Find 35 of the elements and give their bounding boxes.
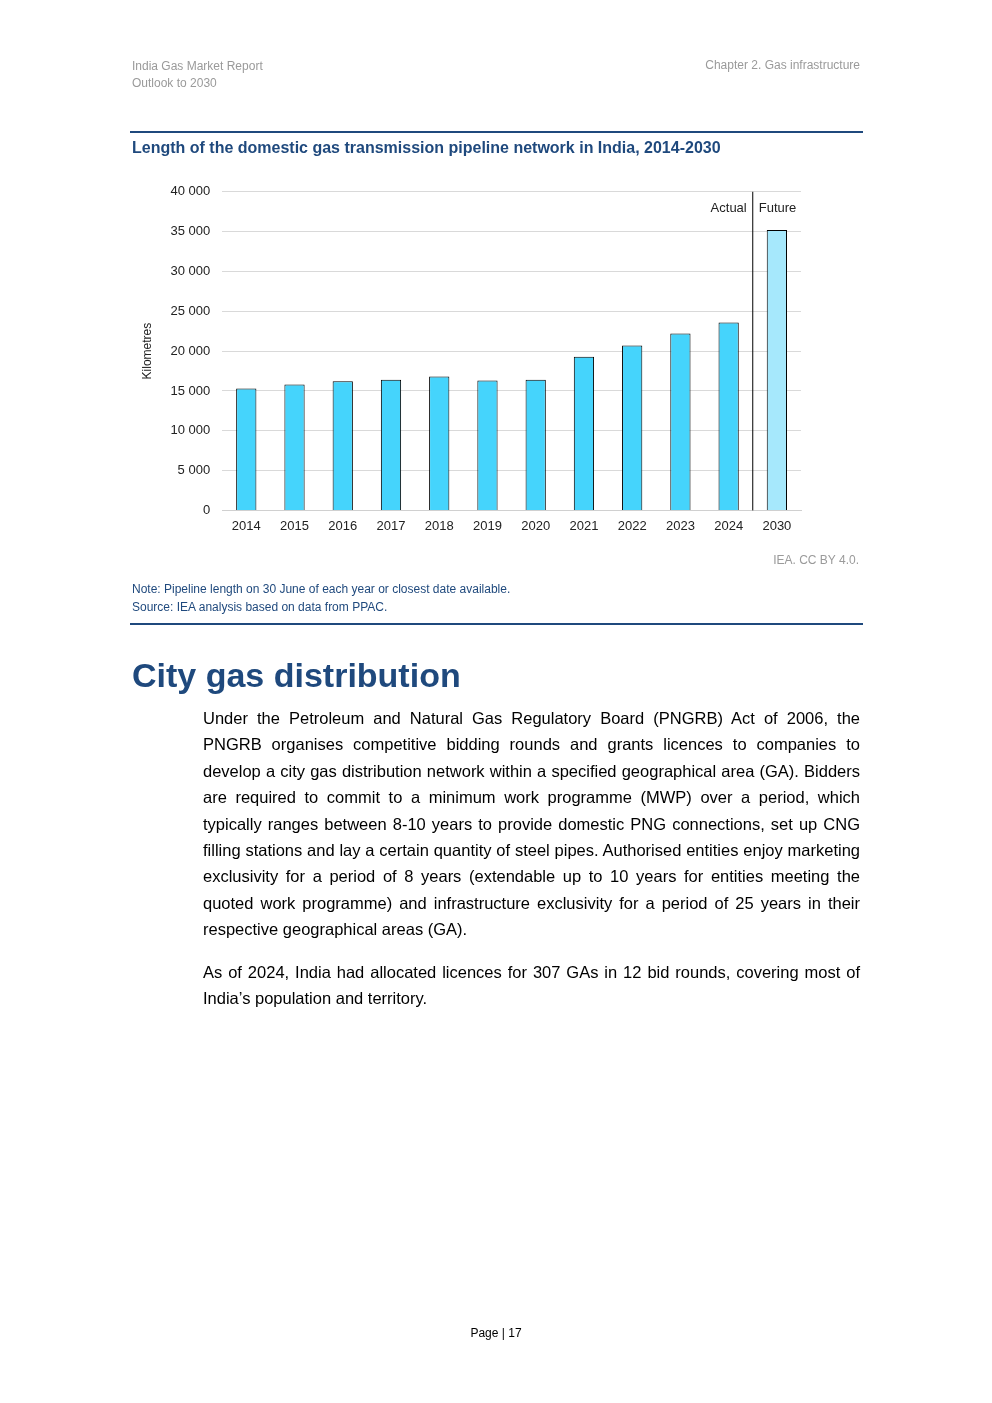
source-note: Source: IEA analysis based on data from PPAC. — [132, 599, 389, 616]
text: Under the Petroleum and Natural Gas Regulatory Board (PNGRB) Act of 2006, the PNGRB organises competitive bidding rounds and grants licences to companies to develop a city gas distribution network within a specified geographical area (GA). Bidders are required to commit to a minimum work programme (MWP) over a period, which typically ranges between 8-10 years to provide domestic PNG connections, set up CNG filling stations and lay a certain quantity of steel pipes. Authorised entities enjoy marketing exclusivity for a period of 8 years (extendable up to 10 years for entities meeting the quoted work programme) and infrastructure exclusivity for a period of 25 years in their respective geographical areas (GA). — [203, 709, 860, 939]
text: IEA. CC BY 4.0. — [772, 553, 859, 567]
text: Note: Pipeline length on 30 June of each year or closest date available. — [132, 581, 511, 598]
text: Outlook to 2030 — [132, 75, 218, 92]
y-tick-label: 40 000 — [170, 183, 211, 199]
y-tick-label: 10 000 — [170, 422, 211, 438]
annotation: Future — [758, 199, 797, 215]
x-tick-label: 2023 — [665, 517, 695, 533]
text: India Gas Market Report — [132, 58, 263, 75]
text: City gas distribution — [132, 656, 461, 695]
y-axis-title: Kilometres — [139, 322, 154, 380]
y-tick-label: 30 000 — [170, 263, 211, 279]
x-tick-label: 2015 — [280, 517, 309, 533]
x-tick-label: 2018 — [424, 517, 454, 533]
y-tick-label: 35 000 — [170, 223, 211, 239]
x-tick-label: 2019 — [473, 517, 502, 533]
x-tick-label: 2022 — [617, 517, 647, 533]
y-tick-label: 0 — [202, 501, 211, 517]
x-tick-label: 2017 — [376, 517, 406, 533]
x-tick-label: 2014 — [231, 517, 261, 533]
x-tick-label: 2030 — [762, 517, 792, 533]
annotation: Actual — [709, 199, 747, 215]
text: Chapter 2. Gas infrastructure — [704, 58, 860, 72]
chart-title: Length of the domestic gas transmission pipeline network in India, 2014-2030 — [132, 139, 721, 157]
y-tick-label: 20 000 — [170, 342, 211, 358]
x-tick-label: 2016 — [328, 517, 358, 533]
y-tick-label: 25 000 — [170, 302, 211, 318]
x-tick-label: 2020 — [521, 517, 551, 533]
text: As of 2024, India had allocated licences for 307 GAs in 12 bid rounds, covering most of India’s population and territory. — [203, 961, 860, 1010]
text: Page | 17 — [469, 1326, 523, 1340]
y-tick-label: 5 000 — [177, 462, 211, 478]
x-tick-label: 2024 — [714, 517, 744, 533]
x-tick-label: 2021 — [569, 517, 599, 533]
y-tick-label: 15 000 — [170, 382, 211, 398]
